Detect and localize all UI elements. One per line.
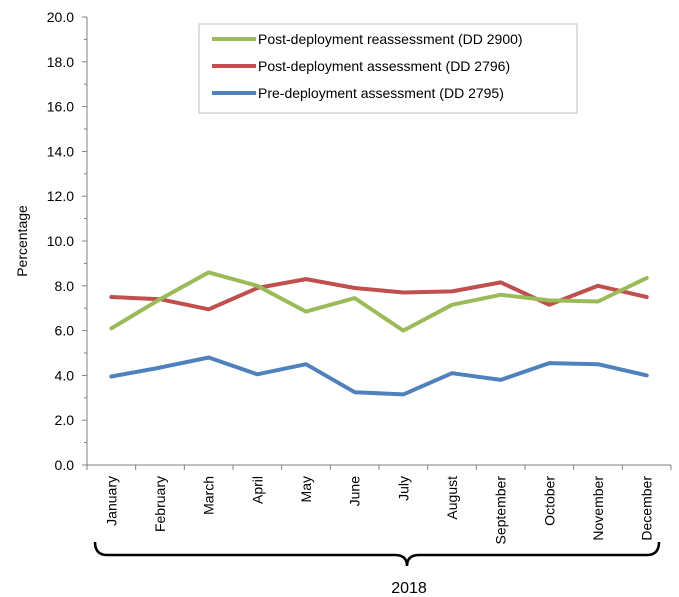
x-tick-label: May bbox=[298, 476, 314, 502]
year-group-label: 2018 bbox=[391, 580, 427, 597]
y-axis: 0.0 2.0 4.0 6.0 8.0 10.0 12.0 14.0 16.0 18.0 20.0 bbox=[47, 9, 87, 473]
legend-box bbox=[198, 23, 578, 114]
legend-label: Post-deployment reassessment (DD 2900) bbox=[258, 31, 523, 47]
x-tick-label: April bbox=[249, 476, 265, 504]
y-tick-label: 0.0 bbox=[55, 457, 75, 473]
x-tick-label: June bbox=[347, 476, 363, 507]
plot-area bbox=[109, 270, 649, 397]
y-tick-label: 14.0 bbox=[47, 143, 74, 159]
y-tick-label: 10.0 bbox=[47, 233, 74, 249]
legend-label: Pre-deployment assessment (DD 2795) bbox=[258, 85, 504, 101]
y-tick-label: 20.0 bbox=[47, 9, 74, 25]
x-tick-label: November bbox=[590, 476, 606, 541]
year-group-bracket bbox=[93, 541, 661, 567]
legend: Post-deployment reassessment (DD 2900) Po… bbox=[198, 23, 578, 114]
x-axis: January February March April May June July Augu… bbox=[86, 465, 672, 545]
y-tick-label: 6.0 bbox=[55, 323, 75, 339]
series-line bbox=[109, 270, 649, 333]
x-tick-label: March bbox=[201, 476, 217, 515]
legend-label: Post-deployment assessment (DD 2796) bbox=[258, 58, 510, 74]
y-tick-label: 2.0 bbox=[55, 412, 75, 428]
y-tick-label: 12.0 bbox=[47, 188, 74, 204]
y-tick-label: 16.0 bbox=[47, 99, 74, 115]
x-tick-label: January bbox=[103, 476, 119, 526]
y-tick-label: 8.0 bbox=[55, 278, 75, 294]
y-tick-label: 4.0 bbox=[55, 367, 75, 383]
x-tick-label: October bbox=[541, 476, 557, 526]
x-tick-label: September bbox=[493, 476, 509, 545]
x-tick-label: February bbox=[152, 476, 168, 532]
x-tick-label: July bbox=[395, 476, 411, 501]
series-line bbox=[109, 355, 649, 397]
y-tick-label: 18.0 bbox=[47, 54, 74, 70]
y-axis-title: Percentage bbox=[14, 205, 30, 277]
x-tick-label: August bbox=[444, 476, 460, 520]
x-tick-label: December bbox=[639, 476, 655, 541]
